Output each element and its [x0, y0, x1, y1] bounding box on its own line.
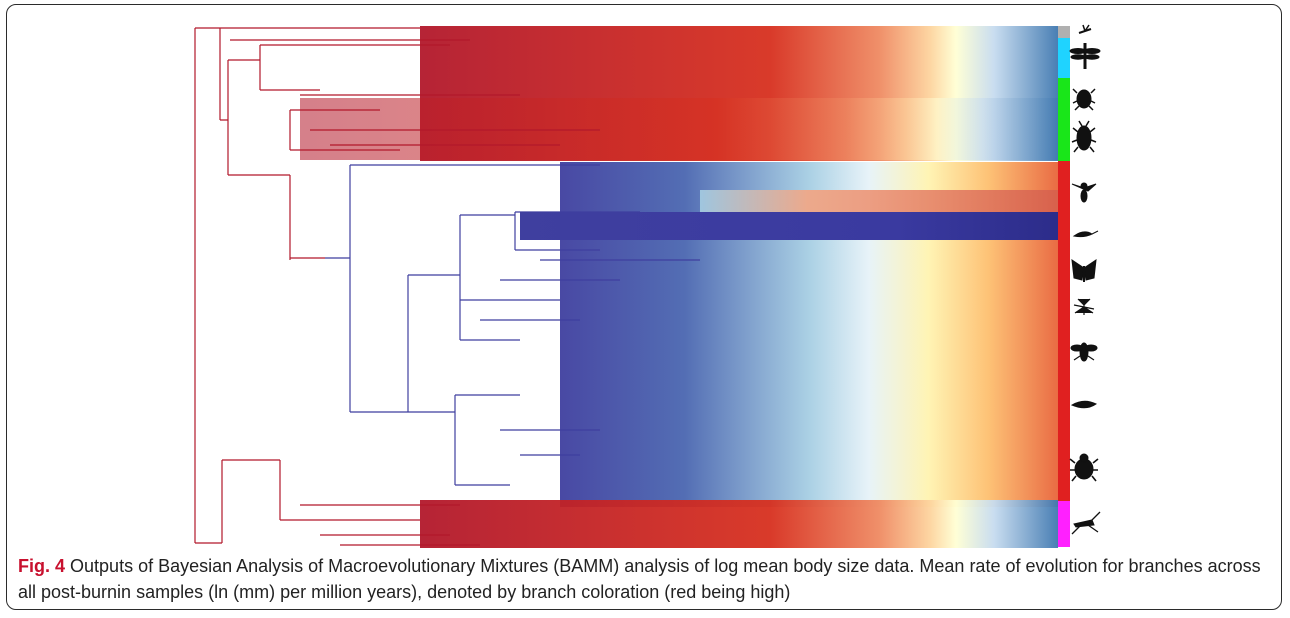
dragonfly-icon	[1070, 43, 1100, 69]
moth-icon	[1072, 401, 1096, 408]
figure-caption: Fig. 4 Outputs of Bayesian Analysis of M…	[18, 553, 1268, 605]
cricket-icon	[1072, 512, 1100, 534]
caption-text: Outputs of Bayesian Analysis of Macroevo…	[18, 556, 1261, 602]
figure-label: Fig. 4	[18, 556, 65, 576]
beetle-icon	[1070, 454, 1098, 481]
fly-icon	[1071, 343, 1097, 361]
cockroach-icon	[1072, 121, 1096, 152]
wasp-icon	[1072, 183, 1096, 202]
mayfly-icon	[1079, 25, 1091, 33]
butterfly-icon	[1072, 260, 1096, 282]
tip-rate-fields	[300, 26, 1058, 548]
clade-icons	[1070, 25, 1100, 534]
mosquito-icon	[1074, 299, 1094, 315]
true-bug-icon	[1073, 89, 1095, 110]
caddisfly-icon	[1074, 231, 1098, 237]
clade-strip	[1058, 26, 1070, 547]
